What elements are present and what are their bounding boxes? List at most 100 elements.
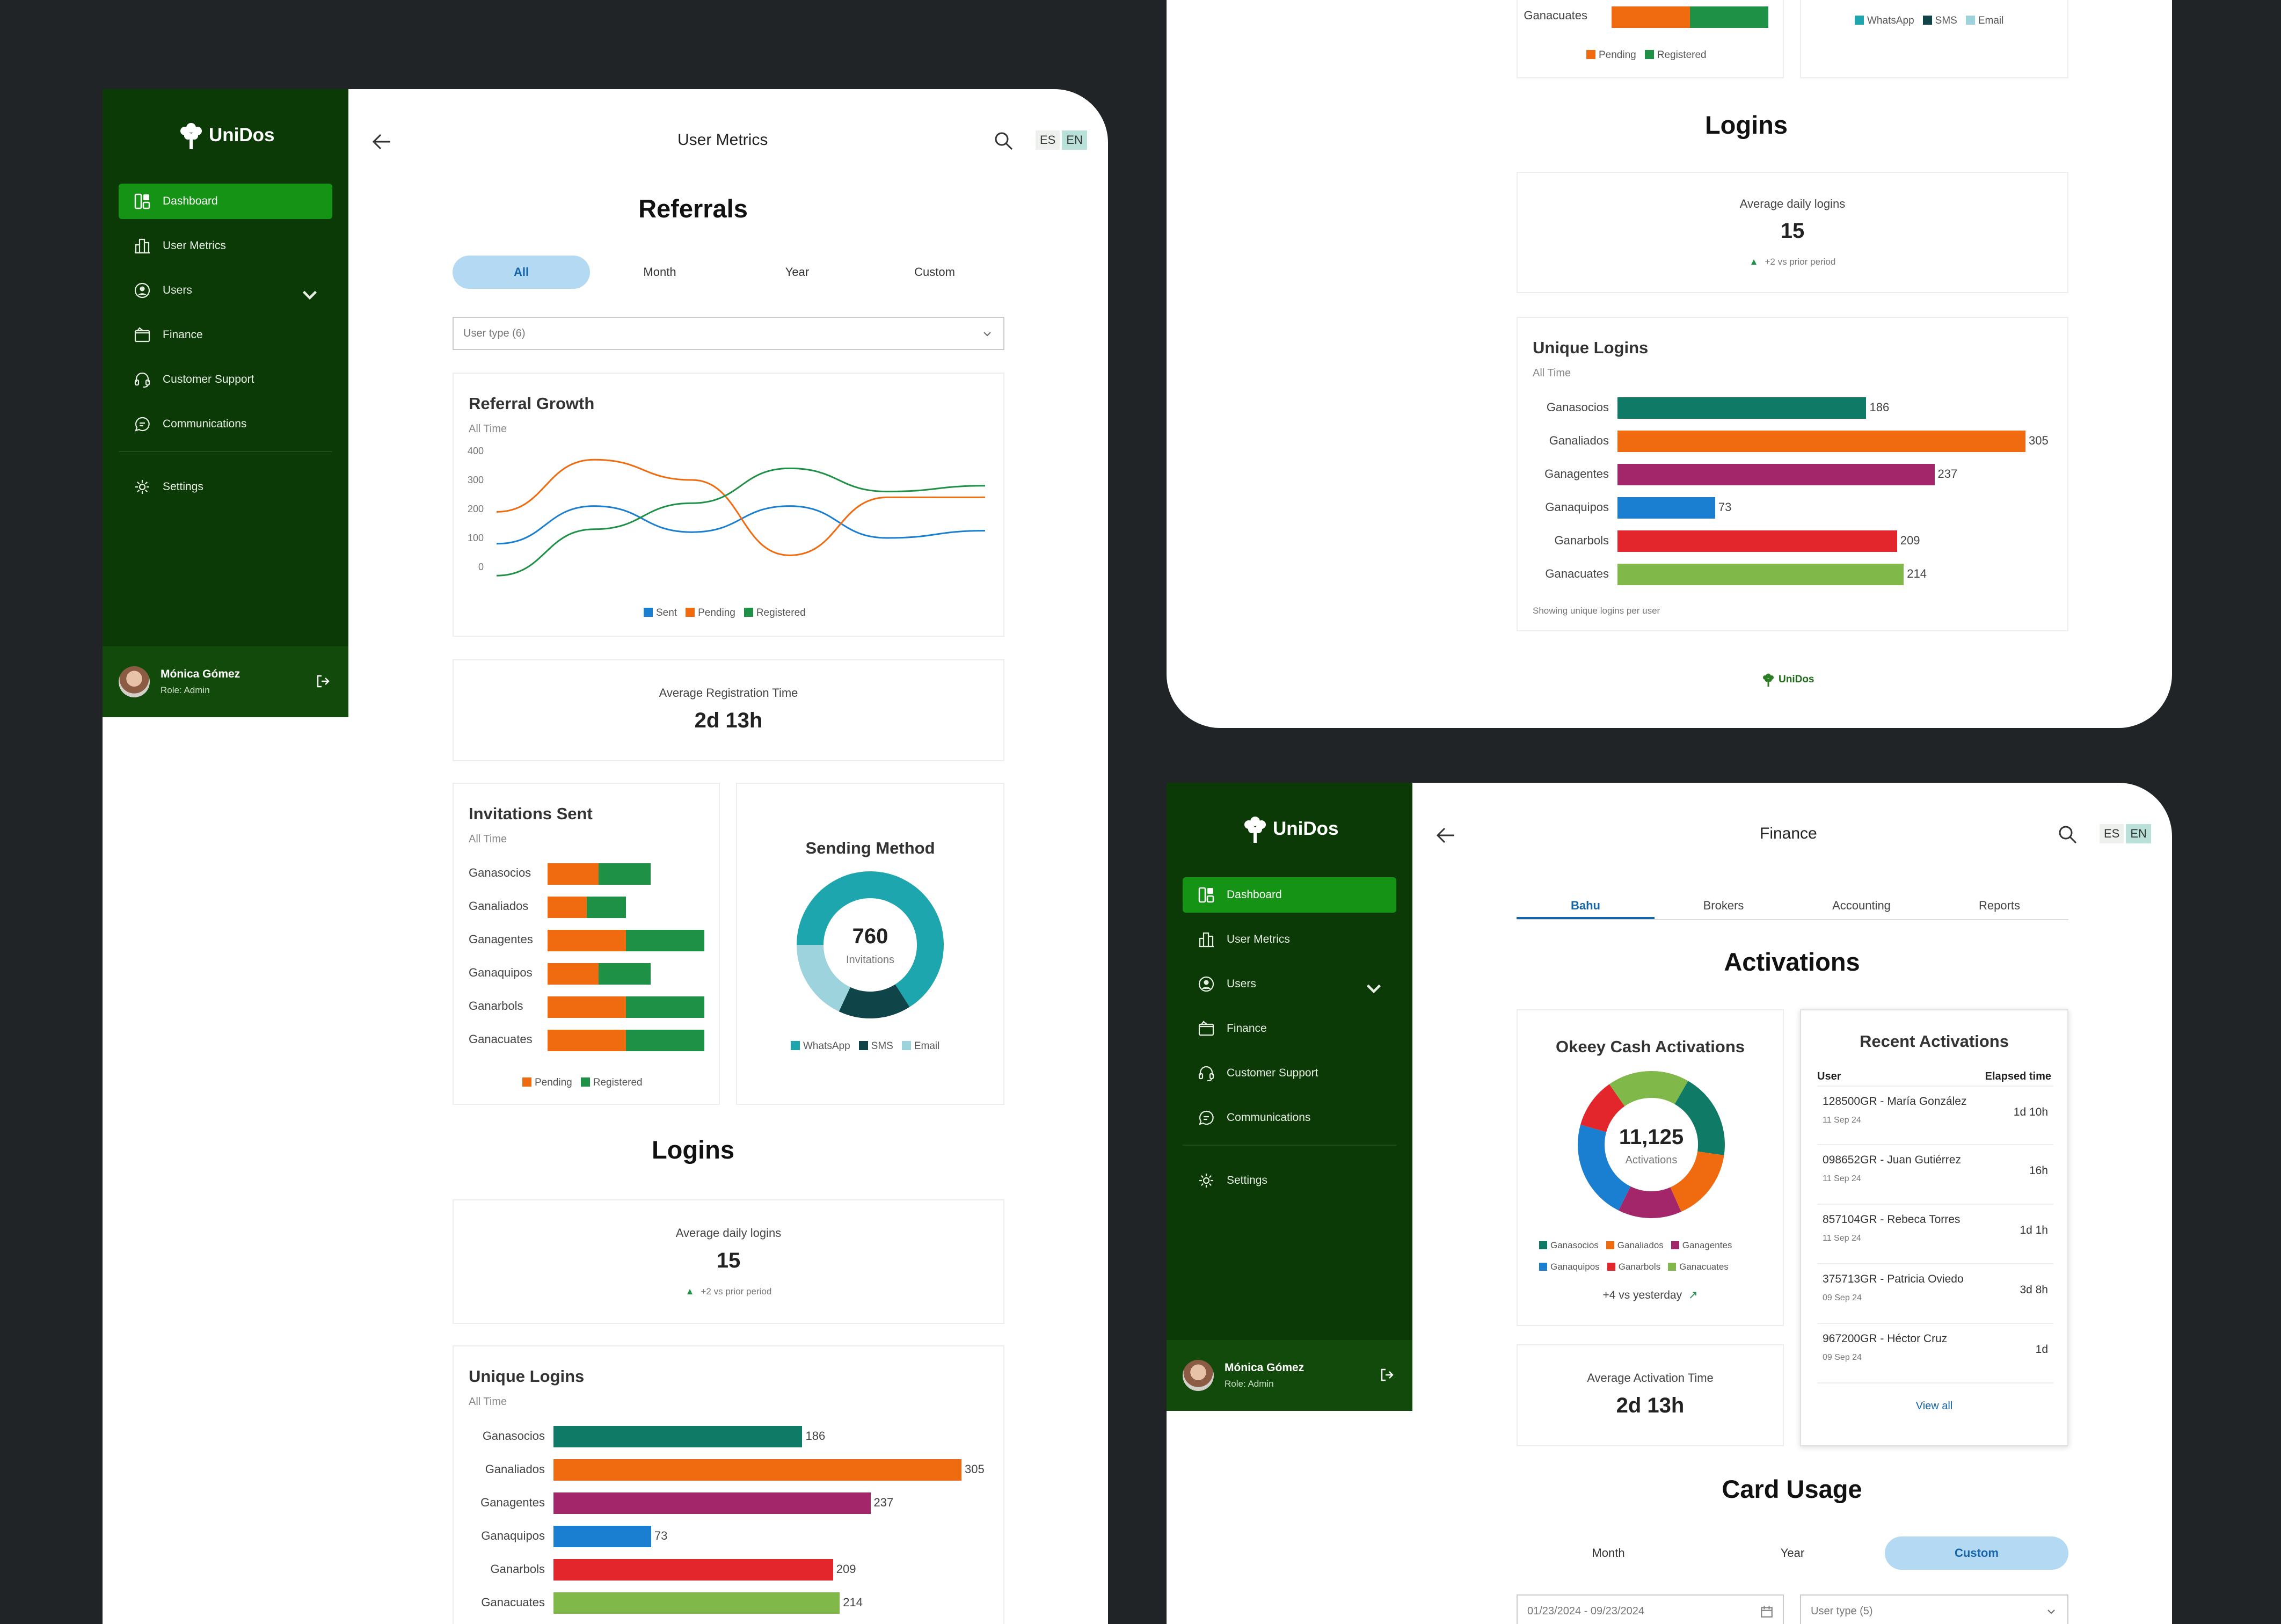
user-type-select[interactable]: User type (6) xyxy=(453,317,1004,350)
sidebar-item-finance[interactable]: Finance xyxy=(1183,1011,1396,1046)
search-icon[interactable] xyxy=(2058,825,2078,845)
bar-ganarbols xyxy=(553,1559,833,1581)
bar-pending xyxy=(1612,6,1690,28)
sidebar-item-customer-support[interactable]: Customer Support xyxy=(1183,1055,1396,1091)
bar-value-label: 237 xyxy=(1937,467,1958,480)
filter-month[interactable]: Month xyxy=(1592,1546,1625,1560)
legend-label: SMS xyxy=(1935,15,1957,26)
user-type-select[interactable]: User type (5) xyxy=(1800,1594,2068,1624)
legend-label: SMS xyxy=(871,1040,893,1052)
card-title: Sending Method xyxy=(805,839,935,857)
lang-en[interactable]: EN xyxy=(2126,824,2151,843)
bar-ganacuates xyxy=(553,1592,840,1614)
filter-all[interactable]: All xyxy=(453,256,590,289)
logout-icon[interactable] xyxy=(315,673,331,689)
bar-label: Ganacuates xyxy=(1524,9,1587,22)
lang-es[interactable]: ES xyxy=(1036,130,1060,150)
table-row[interactable]: 128500GR - María González 11 Sep 24 1d 1… xyxy=(1817,1086,2053,1145)
tree-logo-icon xyxy=(1763,673,1774,687)
sidebar-item-users[interactable]: Users xyxy=(1183,966,1396,1002)
headset-icon xyxy=(134,372,150,388)
table-row[interactable]: 967200GR - Héctor Cruz 09 Sep 24 1d xyxy=(1817,1324,2053,1383)
bar-registered xyxy=(587,897,626,918)
chevron-down-icon[interactable] xyxy=(1365,979,1382,996)
table-row[interactable]: 098652GR - Juan Gutiérrez 11 Sep 24 16h xyxy=(1817,1145,2053,1205)
legend-label: Email xyxy=(914,1040,940,1052)
filter-year[interactable]: Year xyxy=(1780,1546,1805,1560)
user-role: Role: Admin xyxy=(161,685,210,695)
sidebar-item-communications[interactable]: Communications xyxy=(1183,1100,1396,1135)
filter-year[interactable]: Year xyxy=(785,265,810,279)
filter-month[interactable]: Month xyxy=(643,265,676,279)
back-arrow-icon[interactable] xyxy=(1435,826,1456,845)
lang-en[interactable]: EN xyxy=(1062,130,1087,150)
sidebar-item-user-metrics[interactable]: User Metrics xyxy=(119,228,332,264)
sidebar-item-customer-support[interactable]: Customer Support xyxy=(119,362,332,397)
search-icon[interactable] xyxy=(994,131,1014,151)
card-title: Okeey Cash Activations xyxy=(1555,1037,1745,1056)
user-name: Mónica Gómez xyxy=(1225,1361,1305,1374)
sidebar-item-settings[interactable]: Settings xyxy=(1183,1163,1396,1198)
language-switcher: ES EN xyxy=(1036,130,1087,150)
avg-registration-card: Average Registration Time 2d 13h xyxy=(453,659,1004,761)
date-range-input[interactable]: 01/23/2024 - 09/23/2024 xyxy=(1517,1594,1784,1624)
bar-pending xyxy=(548,963,599,985)
sidebar-item-dashboard[interactable]: Dashboard xyxy=(119,184,332,219)
legend-label: Registered xyxy=(593,1077,643,1088)
user-metrics-screen: UniDos Dashboard User Metrics Users Fina… xyxy=(103,89,1108,1624)
sidebar-item-users[interactable]: Users xyxy=(119,273,332,308)
table-row[interactable]: 857104GR - Rebeca Torres 11 Sep 24 1d 1h xyxy=(1817,1205,2053,1264)
legend-whatsapp: WhatsApp xyxy=(1855,15,1914,27)
user-circle-icon xyxy=(1198,976,1214,992)
sidebar-item-label: Finance xyxy=(1227,1022,1267,1035)
trend-up-icon: ▲ xyxy=(1749,257,1759,267)
bar-pending xyxy=(548,863,599,885)
calendar-icon[interactable] xyxy=(1760,1605,1773,1618)
legend-swatch xyxy=(791,1041,800,1050)
sidebar-item-finance[interactable]: Finance xyxy=(119,317,332,353)
wallet-icon xyxy=(1198,1021,1214,1036)
brand-name: UniDos xyxy=(209,125,275,145)
tab-accounting[interactable]: Accounting xyxy=(1832,899,1891,912)
filter-custom[interactable]: Custom xyxy=(914,265,955,279)
sidebar-nav: Dashboard User Metrics Users Finance Cus… xyxy=(1183,877,1396,1207)
sidebar-item-label: Customer Support xyxy=(1227,1067,1318,1079)
brand-logo[interactable]: UniDos xyxy=(1242,814,1339,844)
table-row[interactable]: 375713GR - Patricia Oviedo 09 Sep 24 3d … xyxy=(1817,1264,2053,1324)
bar-registered xyxy=(1690,6,1768,28)
avatar[interactable] xyxy=(119,666,150,697)
chevron-down-icon xyxy=(983,332,991,337)
filter-custom[interactable]: Custom xyxy=(1885,1536,2068,1570)
sidebar-item-settings[interactable]: Settings xyxy=(119,469,332,505)
chevron-down-icon[interactable] xyxy=(301,286,318,303)
col-time-header: Elapsed time xyxy=(1985,1070,2051,1082)
back-arrow-icon[interactable] xyxy=(371,132,392,151)
sidebar-item-dashboard[interactable]: Dashboard xyxy=(1183,877,1396,913)
tab-bahu[interactable]: Bahu xyxy=(1517,899,1655,919)
brand-logo[interactable]: UniDos xyxy=(178,120,275,150)
card-subtitle: All Time xyxy=(1533,367,1571,379)
row-user: 967200GR - Héctor Cruz xyxy=(1823,1332,1948,1345)
gear-icon xyxy=(135,480,149,494)
row-user: 375713GR - Patricia Oviedo xyxy=(1823,1273,1964,1285)
col-user-header: User xyxy=(1817,1070,1841,1082)
legend-pending: Pending xyxy=(522,1077,572,1089)
tab-brokers[interactable]: Brokers xyxy=(1703,899,1744,912)
y-tick-label: 300 xyxy=(468,475,484,485)
lang-es[interactable]: ES xyxy=(2100,824,2124,843)
bar-value-label: 186 xyxy=(1869,400,1890,414)
bar-label: Ganarbols xyxy=(490,1562,545,1576)
view-all-link[interactable]: View all xyxy=(1915,1400,1953,1412)
avg-daily-logins-card: Average daily logins 15 ▲ +2 vs prior per… xyxy=(1517,172,2068,293)
legend-ganasocios: Ganasocios xyxy=(1539,1240,1599,1251)
legend-pending: Pending xyxy=(686,607,735,619)
sidebar: UniDos Dashboard User Metrics Users Fina… xyxy=(103,89,348,717)
sidebar-item-user-metrics[interactable]: User Metrics xyxy=(1183,922,1396,957)
bar-ganagentes xyxy=(553,1492,871,1514)
logout-icon[interactable] xyxy=(1379,1367,1395,1383)
chevron-down-icon xyxy=(2047,1610,2055,1614)
avg-daily-logins-card: Average daily logins 15 ▲ +2 vs prior per… xyxy=(453,1199,1004,1324)
tab-reports[interactable]: Reports xyxy=(1978,899,2021,912)
sidebar-item-communications[interactable]: Communications xyxy=(119,406,332,442)
avatar[interactable] xyxy=(1183,1360,1214,1391)
